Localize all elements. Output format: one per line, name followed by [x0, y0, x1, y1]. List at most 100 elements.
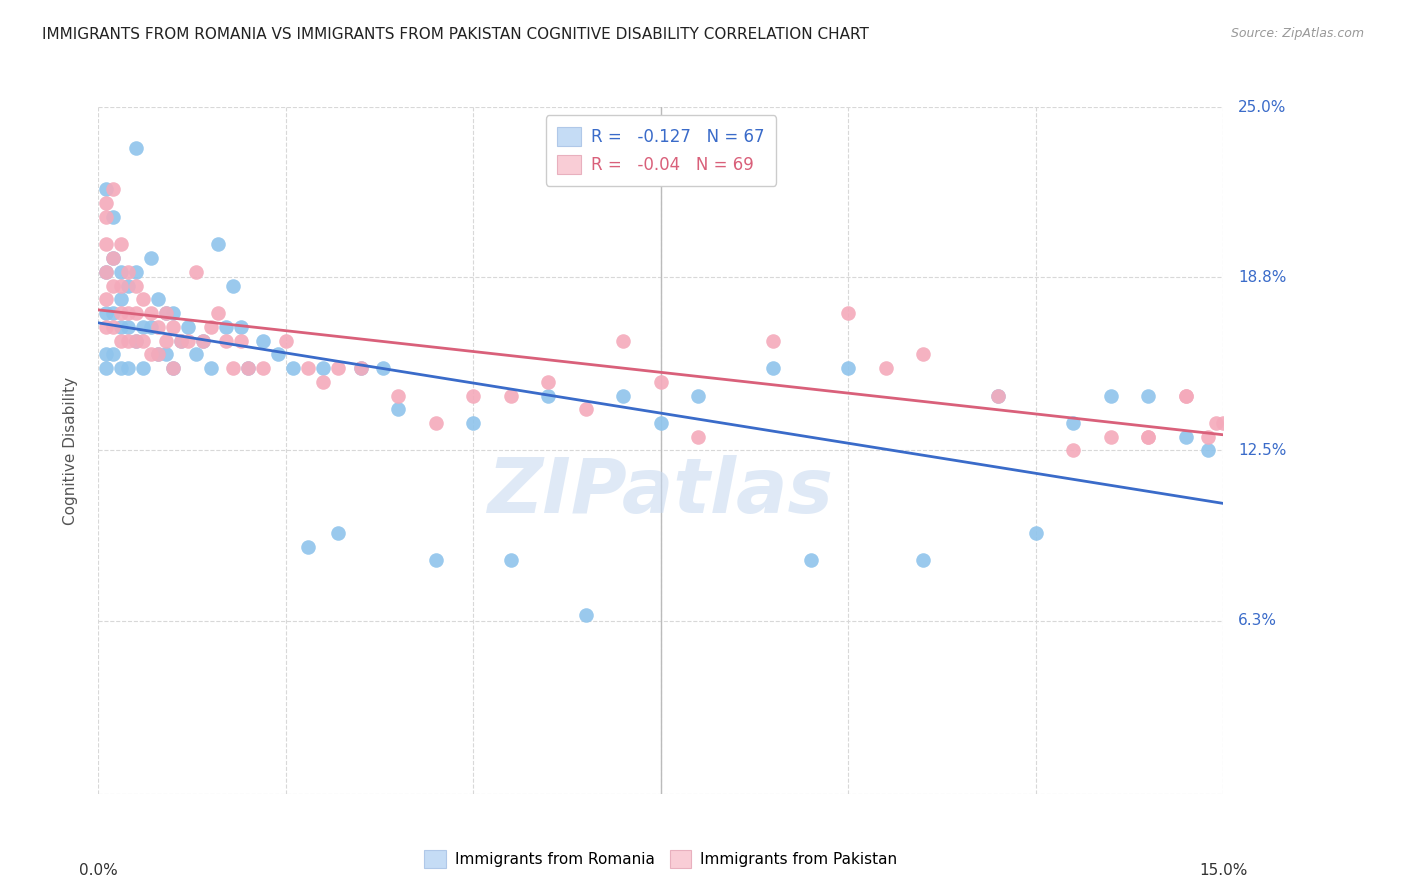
- Point: [103, 306, 125, 320]
- Point: [328, 525, 350, 540]
- Point: [229, 319, 252, 334]
- Point: [155, 306, 177, 320]
- Point: [612, 334, 634, 348]
- Point: [499, 553, 522, 567]
- Point: [762, 334, 785, 348]
- Point: [1099, 388, 1122, 402]
- Point: [238, 361, 260, 376]
- Point: [688, 388, 710, 402]
- Point: [387, 388, 409, 402]
- Point: [328, 361, 350, 376]
- Point: [155, 334, 177, 348]
- Point: [110, 319, 132, 334]
- Point: [110, 237, 132, 252]
- Point: [110, 361, 132, 376]
- Point: [312, 375, 335, 389]
- Text: Source: ZipAtlas.com: Source: ZipAtlas.com: [1230, 27, 1364, 40]
- Point: [132, 293, 155, 307]
- Text: 15.0%: 15.0%: [1199, 863, 1247, 878]
- Point: [800, 553, 823, 567]
- Point: [1174, 388, 1197, 402]
- Point: [215, 334, 238, 348]
- Point: [267, 347, 290, 361]
- Point: [575, 608, 598, 623]
- Point: [499, 388, 522, 402]
- Point: [575, 402, 598, 417]
- Point: [650, 375, 672, 389]
- Point: [184, 265, 207, 279]
- Point: [155, 306, 177, 320]
- Point: [987, 388, 1010, 402]
- Legend: Immigrants from Romania, Immigrants from Pakistan: Immigrants from Romania, Immigrants from…: [416, 843, 905, 876]
- Point: [148, 319, 170, 334]
- Point: [688, 430, 710, 444]
- Point: [94, 306, 117, 320]
- Point: [94, 237, 117, 252]
- Point: [94, 265, 117, 279]
- Point: [1062, 443, 1084, 458]
- Point: [110, 334, 132, 348]
- Point: [373, 361, 395, 376]
- Point: [155, 347, 177, 361]
- Point: [252, 334, 274, 348]
- Point: [463, 416, 485, 430]
- Text: 25.0%: 25.0%: [1239, 100, 1286, 114]
- Text: 12.5%: 12.5%: [1239, 443, 1286, 458]
- Point: [1137, 430, 1160, 444]
- Point: [297, 361, 319, 376]
- Text: ZIPatlas: ZIPatlas: [488, 455, 834, 529]
- Point: [125, 306, 148, 320]
- Point: [148, 347, 170, 361]
- Point: [103, 347, 125, 361]
- Point: [229, 334, 252, 348]
- Text: 6.3%: 6.3%: [1239, 614, 1277, 628]
- Point: [612, 388, 634, 402]
- Point: [170, 334, 193, 348]
- Point: [132, 319, 155, 334]
- Point: [103, 251, 125, 265]
- Point: [1025, 525, 1047, 540]
- Point: [117, 319, 139, 334]
- Point: [162, 319, 184, 334]
- Point: [103, 251, 125, 265]
- Point: [94, 319, 117, 334]
- Point: [650, 416, 672, 430]
- Point: [139, 251, 162, 265]
- Point: [139, 319, 162, 334]
- Point: [184, 347, 207, 361]
- Point: [1062, 416, 1084, 430]
- Point: [117, 306, 139, 320]
- Point: [125, 278, 148, 293]
- Point: [987, 388, 1010, 402]
- Point: [117, 278, 139, 293]
- Point: [117, 334, 139, 348]
- Point: [193, 334, 215, 348]
- Point: [425, 553, 447, 567]
- Point: [837, 361, 859, 376]
- Point: [875, 361, 897, 376]
- Point: [103, 210, 125, 224]
- Point: [207, 237, 229, 252]
- Point: [207, 306, 229, 320]
- Point: [283, 361, 305, 376]
- Point: [200, 361, 222, 376]
- Point: [350, 361, 373, 376]
- Point: [94, 210, 117, 224]
- Point: [94, 196, 117, 211]
- Point: [1137, 388, 1160, 402]
- Point: [350, 361, 373, 376]
- Point: [1197, 443, 1219, 458]
- Y-axis label: Cognitive Disability: Cognitive Disability: [63, 376, 77, 524]
- Point: [537, 388, 560, 402]
- Point: [103, 182, 125, 196]
- Point: [297, 540, 319, 554]
- Point: [132, 334, 155, 348]
- Point: [103, 278, 125, 293]
- Point: [252, 361, 274, 376]
- Point: [912, 347, 935, 361]
- Point: [125, 334, 148, 348]
- Point: [94, 347, 117, 361]
- Point: [162, 361, 184, 376]
- Point: [1174, 430, 1197, 444]
- Point: [162, 306, 184, 320]
